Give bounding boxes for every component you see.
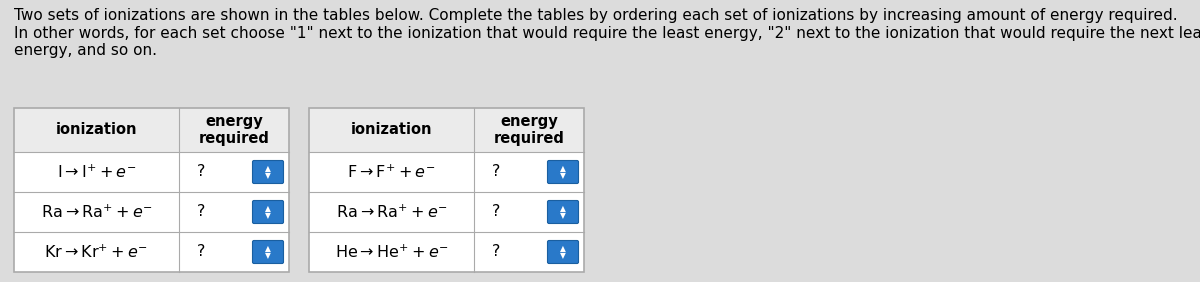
- Text: ?: ?: [492, 244, 500, 259]
- Text: ?: ?: [197, 164, 205, 180]
- Text: ▼: ▼: [560, 251, 566, 260]
- Bar: [14, 108, 289, 272]
- Text: $\mathrm{I} \rightarrow \mathrm{I}^{+} + e^{-}$: $\mathrm{I} \rightarrow \mathrm{I}^{+} +…: [56, 163, 137, 181]
- Text: energy
required: energy required: [198, 114, 270, 146]
- Text: ▼: ▼: [265, 211, 271, 220]
- Bar: [179, 192, 289, 232]
- FancyBboxPatch shape: [252, 160, 283, 184]
- Text: ▼: ▼: [265, 251, 271, 260]
- Bar: [474, 152, 584, 192]
- Text: ▲: ▲: [265, 204, 271, 213]
- FancyBboxPatch shape: [252, 201, 283, 224]
- Bar: [310, 108, 584, 152]
- Text: ?: ?: [492, 164, 500, 180]
- Text: ?: ?: [492, 204, 500, 219]
- Text: ▲: ▲: [560, 164, 566, 173]
- Text: ▼: ▼: [560, 171, 566, 180]
- Bar: [310, 192, 474, 232]
- Bar: [179, 152, 289, 192]
- Text: ▲: ▲: [560, 204, 566, 213]
- Bar: [179, 232, 289, 272]
- Bar: [14, 192, 179, 232]
- Text: ionization: ionization: [350, 122, 432, 138]
- Text: $\mathrm{F} \rightarrow \mathrm{F}^{+} + e^{-}$: $\mathrm{F} \rightarrow \mathrm{F}^{+} +…: [347, 163, 436, 181]
- Text: ▼: ▼: [265, 171, 271, 180]
- Bar: [310, 232, 474, 272]
- Bar: [310, 108, 584, 272]
- Text: ▲: ▲: [265, 164, 271, 173]
- Bar: [14, 108, 289, 272]
- Text: $\mathrm{Ra} \rightarrow \mathrm{Ra}^{+} + e^{-}$: $\mathrm{Ra} \rightarrow \mathrm{Ra}^{+}…: [336, 203, 448, 221]
- Text: ionization: ionization: [55, 122, 137, 138]
- Text: ?: ?: [197, 204, 205, 219]
- Bar: [14, 232, 179, 272]
- Text: energy
required: energy required: [493, 114, 564, 146]
- Text: In other words, for each set choose "1" next to the ionization that would requir: In other words, for each set choose "1" …: [14, 26, 1200, 58]
- FancyBboxPatch shape: [547, 201, 578, 224]
- Text: $\mathrm{Ra} \rightarrow \mathrm{Ra}^{+} + e^{-}$: $\mathrm{Ra} \rightarrow \mathrm{Ra}^{+}…: [41, 203, 152, 221]
- Bar: [474, 192, 584, 232]
- Text: Two sets of ionizations are shown in the tables below. Complete the tables by or: Two sets of ionizations are shown in the…: [14, 8, 1177, 23]
- Bar: [310, 152, 474, 192]
- Text: ?: ?: [197, 244, 205, 259]
- Bar: [474, 232, 584, 272]
- FancyBboxPatch shape: [547, 160, 578, 184]
- Text: $\mathrm{Kr} \rightarrow \mathrm{Kr}^{+} + e^{-}$: $\mathrm{Kr} \rightarrow \mathrm{Kr}^{+}…: [44, 243, 149, 261]
- FancyBboxPatch shape: [547, 241, 578, 263]
- Bar: [310, 108, 584, 272]
- FancyBboxPatch shape: [252, 241, 283, 263]
- Text: $\mathrm{He} \rightarrow \mathrm{He}^{+} + e^{-}$: $\mathrm{He} \rightarrow \mathrm{He}^{+}…: [335, 243, 449, 261]
- Text: ▲: ▲: [560, 244, 566, 253]
- Bar: [14, 108, 289, 152]
- Bar: [14, 152, 179, 192]
- Text: ▲: ▲: [265, 244, 271, 253]
- Text: ▼: ▼: [560, 211, 566, 220]
